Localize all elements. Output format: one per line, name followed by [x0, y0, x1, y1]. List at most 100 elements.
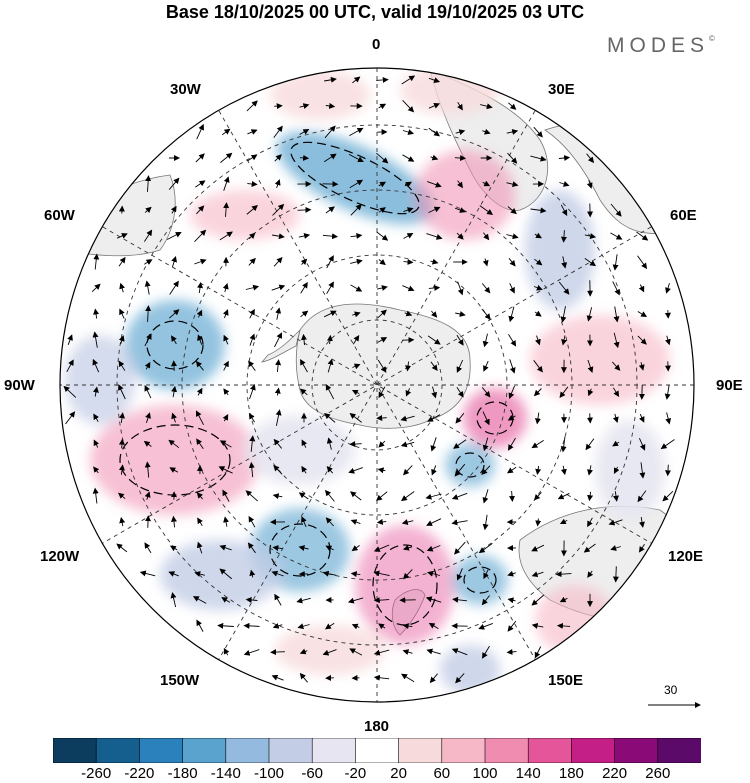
wind-vector: [350, 491, 362, 501]
parallel: [311, 319, 443, 451]
wind-vector: [171, 360, 178, 371]
wind-vector: [249, 569, 256, 578]
colorbar-swatch: [139, 738, 184, 763]
wind-vector: [403, 207, 414, 213]
anomaly-blob: [535, 585, 615, 655]
wind-vector: [534, 646, 542, 659]
wind-vector: [378, 623, 386, 630]
wind-vector: [275, 307, 282, 320]
colorbar-swatch: [614, 738, 659, 763]
wind-vector: [534, 232, 542, 239]
wind-vector: [482, 333, 489, 348]
wind-vector: [586, 307, 593, 322]
colorbar-swatch: [657, 738, 701, 763]
wind-vector: [245, 490, 259, 502]
anomaly-blob: [445, 443, 495, 487]
wind-vector: [300, 281, 308, 294]
colorbar-swatch: [484, 738, 530, 763]
wind-vector: [195, 153, 205, 163]
colorbar-swatch: [571, 738, 616, 763]
wind-vector: [402, 154, 415, 162]
wind-vector: [507, 414, 516, 421]
wind-vector: [274, 593, 282, 606]
wind-vector: [426, 545, 441, 552]
wind-vector: [481, 387, 491, 398]
wind-vector: [118, 464, 125, 475]
lon-label-60e: 60E: [670, 207, 697, 224]
wind-vector: [249, 435, 256, 452]
colorbar-tick-label: -140: [210, 765, 241, 782]
wind-vector: [508, 102, 517, 110]
wind-vector: [377, 359, 387, 373]
wind-vector: [377, 285, 388, 291]
wind-vector: [561, 256, 568, 269]
wind-vector: [404, 181, 412, 188]
wind-vector: [144, 280, 151, 295]
wind-vector: [197, 282, 203, 294]
colorbar-tick-label: 20: [390, 765, 407, 782]
wind-vector: [508, 333, 517, 347]
wind-vector: [274, 387, 281, 396]
wind-vector: [223, 388, 230, 396]
wind-vector: [638, 362, 645, 371]
wind-vector: [660, 439, 675, 450]
colorbar-tick-label: -100: [253, 765, 285, 782]
wind-vector: [587, 491, 594, 502]
wind-vector: [145, 175, 152, 192]
wind-vector: [144, 333, 152, 347]
wind-vector: [274, 332, 282, 348]
wind-vector: [453, 439, 467, 449]
wind-vector: [325, 384, 335, 400]
wind-vector: [533, 491, 542, 501]
wind-vector: [144, 461, 151, 478]
wind-vector: [535, 518, 542, 527]
wind-vector: [455, 673, 465, 684]
wind-vector: [482, 258, 489, 267]
colorbar-tick-label: 100: [472, 765, 498, 782]
wind-vector: [613, 306, 620, 323]
wind-vector: [427, 414, 441, 422]
wind-vector: [247, 129, 258, 135]
wind-vector: [350, 519, 361, 525]
wind-vector: [275, 409, 282, 426]
wind-vector: [560, 436, 567, 453]
anomaly-blob: [595, 420, 665, 520]
wind-vector: [144, 229, 153, 242]
wind-vector: [507, 206, 517, 215]
colorbar-swatch: [225, 738, 270, 763]
wind-vector: [300, 310, 309, 318]
wind-vector: [248, 412, 255, 423]
wind-vector: [612, 566, 619, 583]
wind-vector: [274, 179, 281, 189]
wind-vector: [610, 232, 623, 240]
wind-vector: [637, 255, 648, 270]
wind-vector: [166, 232, 182, 240]
wind-vector: [324, 125, 336, 139]
wind-vector: [324, 622, 335, 630]
wind-vector: [352, 363, 361, 370]
wind-vector: [144, 361, 151, 370]
wind-vector: [222, 128, 231, 136]
wind-vector: [327, 358, 334, 373]
wind-vector: [171, 255, 177, 268]
wind-vector: [535, 465, 542, 475]
colorbar-tick-label: 220: [602, 765, 628, 782]
wind-vector: [349, 412, 362, 423]
lon-label-30e: 30E: [548, 81, 575, 98]
wind-vector: [531, 571, 544, 578]
wind-vector: [373, 570, 390, 577]
wind-vector: [275, 359, 282, 372]
wind-vector: [63, 385, 77, 398]
wind-vector: [506, 466, 517, 474]
wind-vector: [613, 332, 620, 349]
wind-vector: [482, 489, 489, 504]
parallel: [116, 124, 638, 646]
wind-vector: [535, 335, 541, 346]
wind-vector: [431, 310, 438, 318]
wind-vector: [373, 597, 390, 604]
wind-vector: [478, 543, 493, 554]
wind-vector: [93, 439, 100, 448]
wind-vector: [119, 517, 126, 527]
wind-vector: [118, 438, 125, 449]
wind-vector: [378, 386, 386, 399]
